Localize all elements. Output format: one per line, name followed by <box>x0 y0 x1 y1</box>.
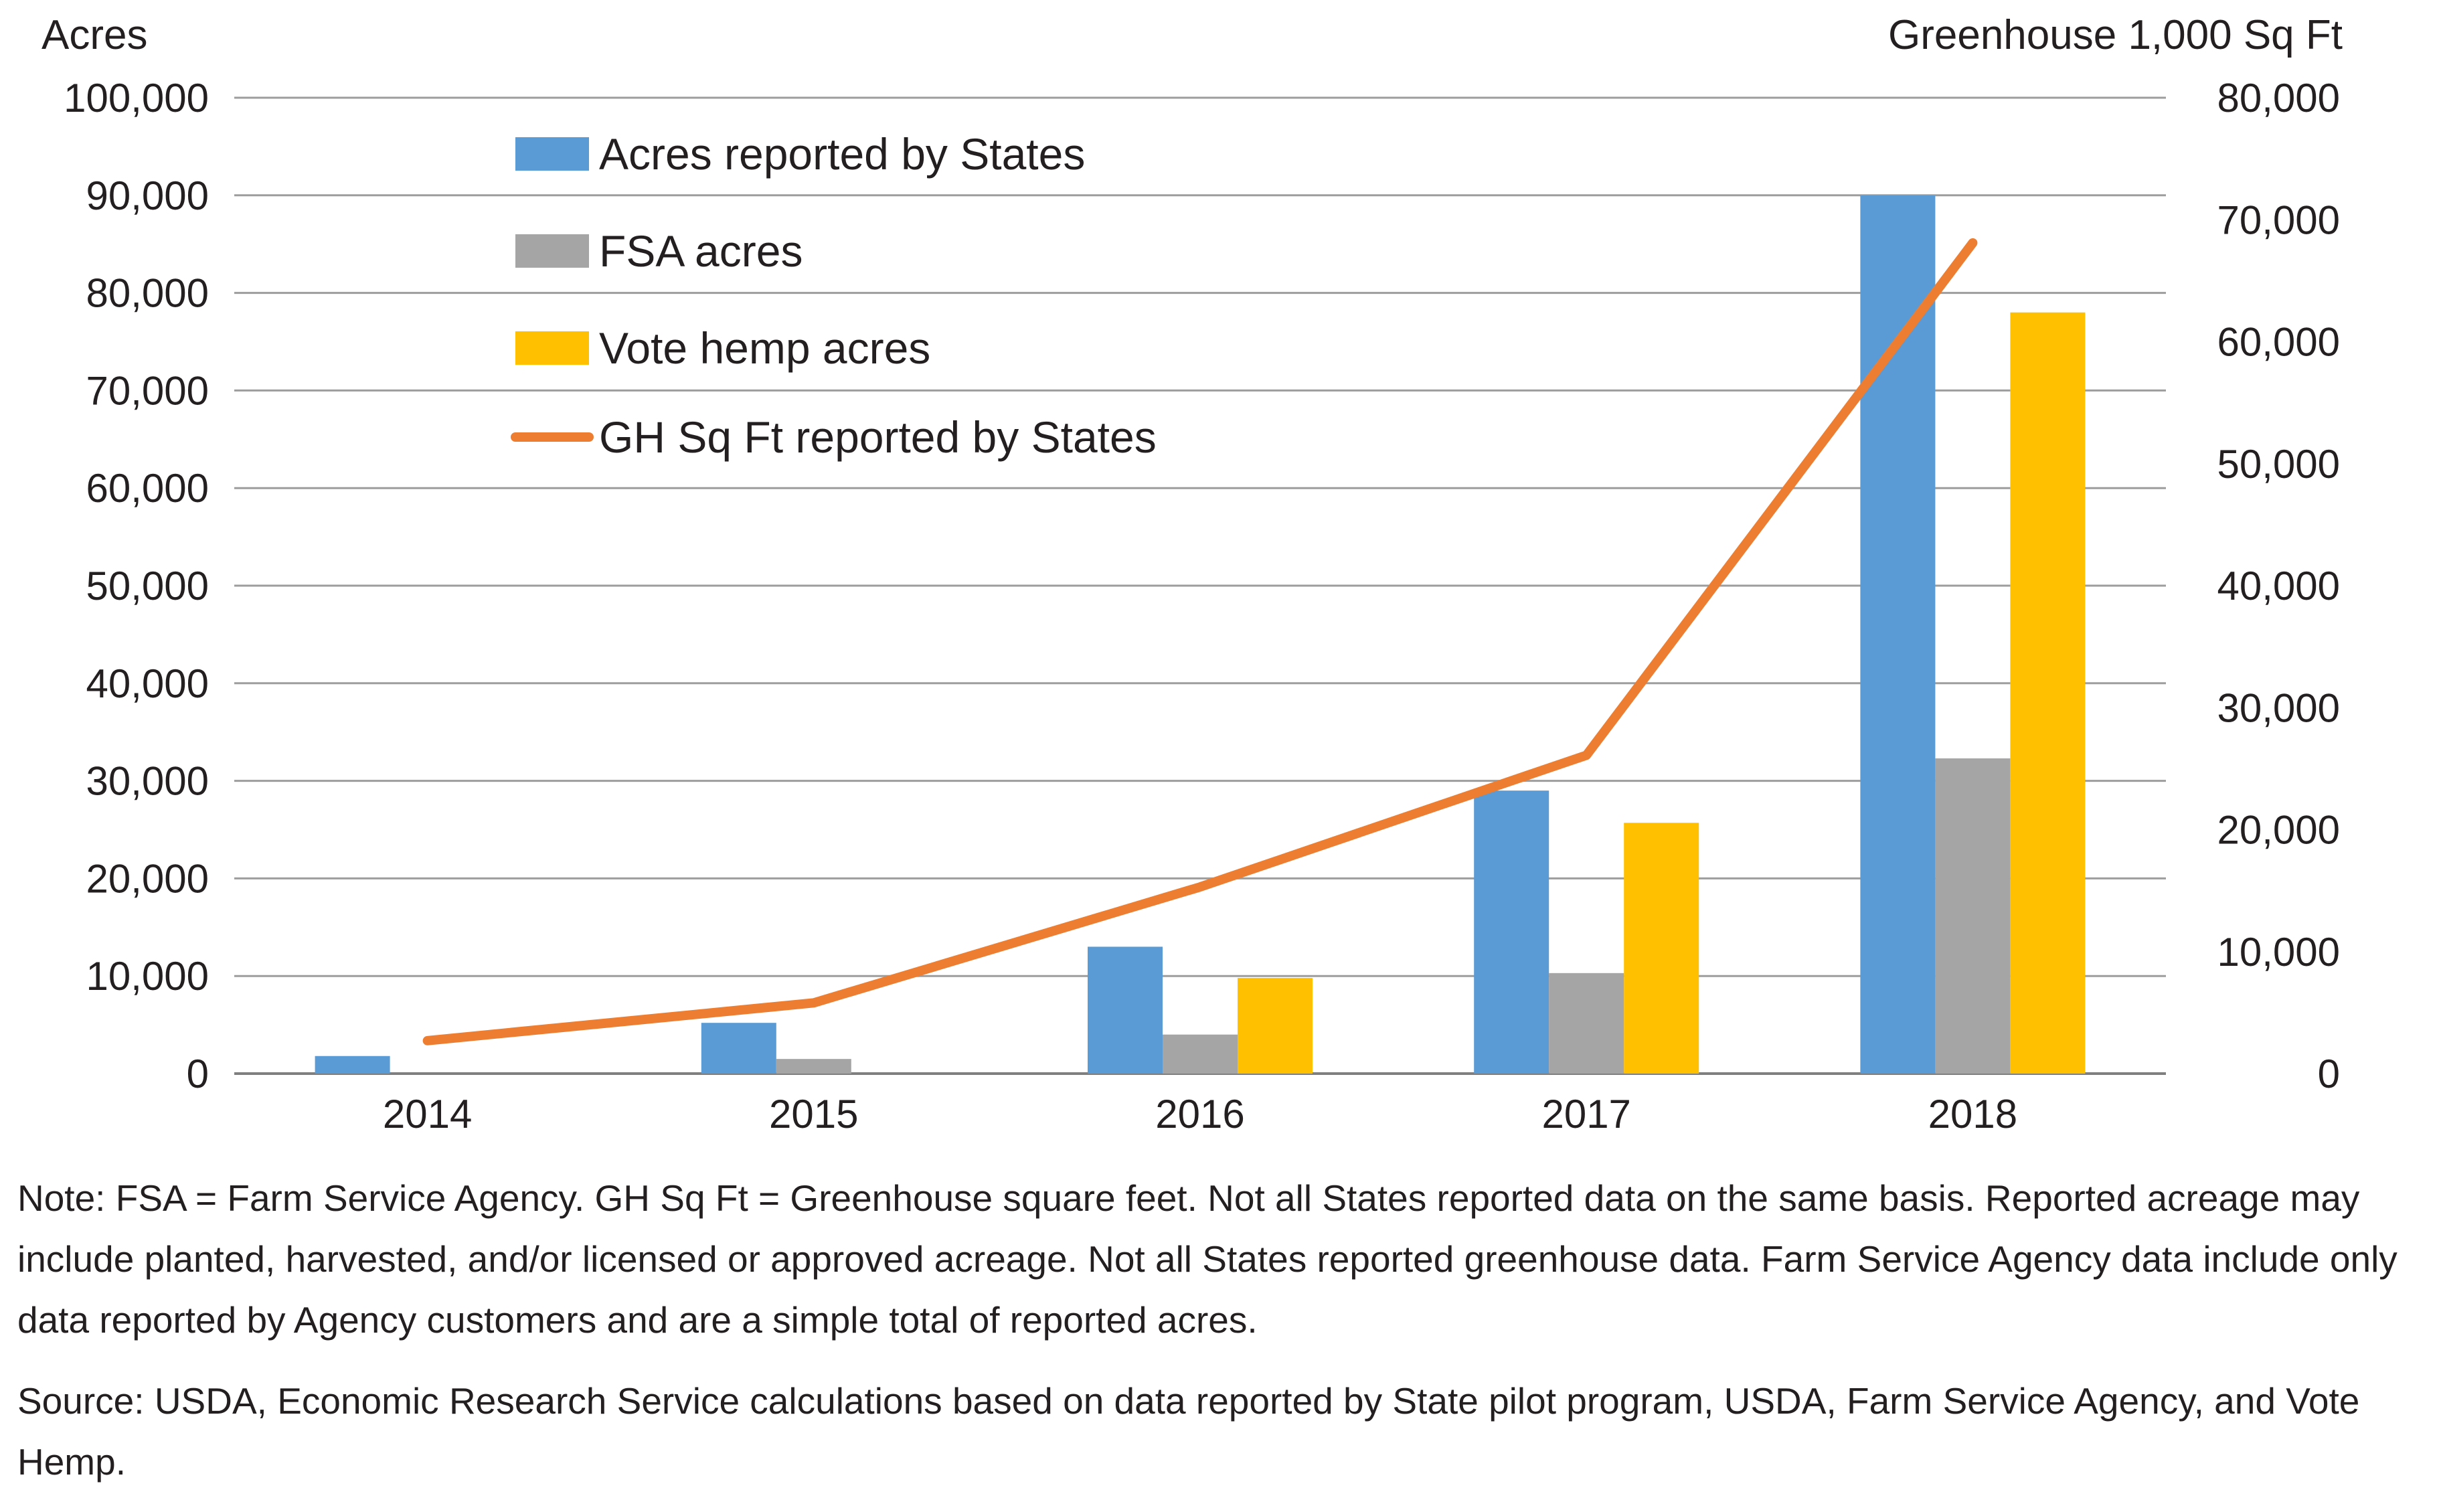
y2-tick-label: 40,000 <box>2217 564 2340 608</box>
y2-tick-label: 80,000 <box>2217 76 2340 120</box>
legend-label: FSA acres <box>599 226 803 276</box>
y2-tick-label: 0 <box>2318 1052 2340 1096</box>
y-tick-label: 100,000 <box>64 76 209 120</box>
chart-notes: Note: FSA = Farm Service Agency. GH Sq F… <box>17 1168 2427 1493</box>
right-axis-ticks: 0 10,000 20,000 30,000 40,000 50,000 60,000 70,… <box>2217 76 2340 1096</box>
y-tick-label: 40,000 <box>86 661 209 706</box>
note-text: Note: FSA = Farm Service Agency. GH Sq F… <box>17 1177 2398 1341</box>
legend-swatch <box>515 234 589 268</box>
y-tick-label: 60,000 <box>86 466 209 511</box>
series-line <box>422 238 1978 1045</box>
x-tick-label: 2015 <box>769 1092 858 1137</box>
line-series <box>422 238 1978 1045</box>
x-tick-label: 2018 <box>1928 1092 2017 1137</box>
y-tick-label: 70,000 <box>86 368 209 413</box>
left-axis-title: Acres <box>41 12 147 58</box>
legend: Acres reported by States FSA acres Vote he… <box>511 129 1157 462</box>
x-tick-label: 2016 <box>1155 1092 1244 1137</box>
y2-tick-label: 50,000 <box>2217 442 2340 487</box>
bar <box>1549 973 1624 1074</box>
bar <box>776 1059 851 1074</box>
y2-tick-label: 70,000 <box>2217 197 2340 242</box>
bar <box>1860 195 1936 1074</box>
bar <box>1238 978 1313 1074</box>
hemp-acreage-chart: Acres Greenhouse 1,000 Sq Ft 0 10,000 20,0… <box>41 12 2343 1137</box>
bar-series <box>315 195 2086 1074</box>
legend-label: Acres reported by States <box>599 129 1085 179</box>
bar <box>701 1023 776 1074</box>
x-tick-label: 2014 <box>383 1092 472 1137</box>
y2-tick-label: 60,000 <box>2217 320 2340 365</box>
legend-label: GH Sq Ft reported by States <box>599 412 1157 462</box>
y-tick-label: 90,000 <box>86 173 209 218</box>
bar <box>1088 946 1163 1074</box>
bar <box>1624 823 1699 1074</box>
y-tick-label: 0 <box>187 1052 209 1096</box>
right-axis-title: Greenhouse 1,000 Sq Ft <box>1888 12 2343 58</box>
y-tick-label: 80,000 <box>86 271 209 316</box>
left-axis-ticks: 0 10,000 20,000 30,000 40,000 50,000 60,000 70,… <box>64 76 209 1096</box>
y2-tick-label: 30,000 <box>2217 685 2340 730</box>
bar <box>315 1056 390 1074</box>
legend-swatch <box>515 137 589 171</box>
bar <box>1163 1034 1238 1074</box>
x-axis-ticks: 2014 2015 2016 2017 2018 <box>383 1092 2017 1137</box>
legend-label: Vote hemp acres <box>599 323 930 373</box>
source-text: Source: USDA, Economic Research Service … <box>17 1380 2360 1483</box>
x-tick-label: 2017 <box>1541 1092 1630 1137</box>
legend-swatch <box>515 331 589 365</box>
y2-tick-label: 10,000 <box>2217 930 2340 975</box>
y-tick-label: 30,000 <box>86 759 209 804</box>
y-tick-label: 50,000 <box>86 564 209 608</box>
y-tick-label: 20,000 <box>86 856 209 901</box>
bar <box>1474 790 1549 1074</box>
bar <box>1935 758 2011 1074</box>
gridlines <box>234 96 2166 1075</box>
bar <box>2010 312 2086 1074</box>
y-tick-label: 10,000 <box>86 954 209 999</box>
y2-tick-label: 20,000 <box>2217 808 2340 853</box>
